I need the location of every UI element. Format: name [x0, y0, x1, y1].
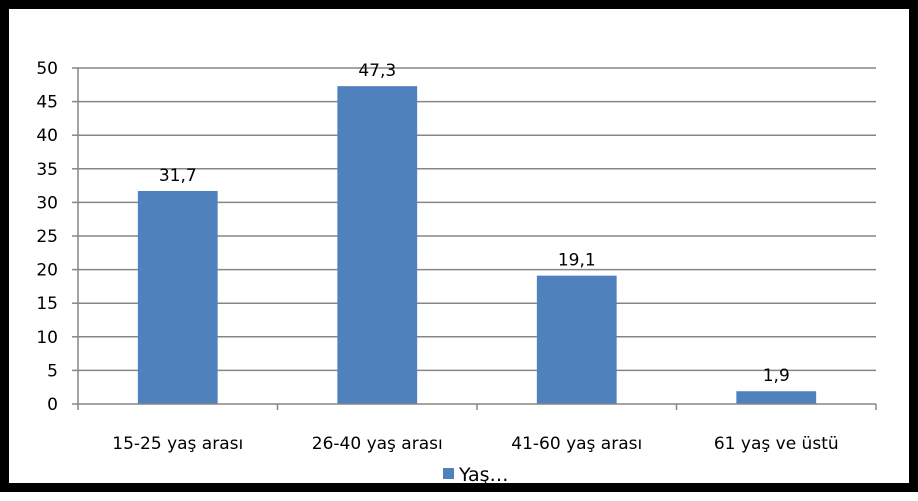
bar	[137, 190, 218, 404]
bar	[337, 86, 418, 405]
y-tick-label: 40	[36, 126, 58, 146]
y-tick-label: 35	[36, 160, 58, 180]
data-labels: 31,7 47,3 19,1 1,9	[159, 61, 790, 386]
bar	[736, 391, 817, 404]
y-tick-label: 10	[36, 328, 58, 348]
data-label: 31,7	[159, 166, 197, 186]
y-tick-label: 5	[47, 361, 58, 381]
bar	[536, 275, 617, 404]
x-category-label: 26-40 yaş arası	[312, 434, 443, 454]
bar-chart: 0 5 10 15 20 25 30 35 40 45 50 15-25 yaş arası 26-4…	[36, 59, 877, 486]
y-tick-labels: 0 5 10 15 20 25 30 35 40 45 50	[36, 59, 58, 415]
y-tick-label: 50	[36, 59, 58, 79]
data-label: 1,9	[763, 366, 790, 386]
y-tick-label: 0	[47, 395, 58, 415]
bars	[137, 86, 817, 405]
x-category-label: 15-25 yaş arası	[112, 434, 243, 454]
y-tick-label: 15	[36, 294, 58, 314]
y-tick-label: 30	[36, 193, 58, 213]
legend-label: Yaş…	[458, 464, 509, 486]
x-category-labels: 15-25 yaş arası 26-40 yaş arası 41-60 yaş …	[112, 434, 838, 454]
legend: Yaş…	[443, 464, 509, 486]
y-tick-label: 20	[36, 261, 58, 281]
legend-swatch	[443, 468, 454, 479]
x-category-label: 61 yaş ve üstü	[714, 434, 839, 454]
y-tick-label: 45	[36, 93, 58, 113]
data-label: 47,3	[358, 61, 396, 81]
y-tick-label: 25	[36, 227, 58, 247]
data-label: 19,1	[558, 251, 596, 271]
x-category-label: 41-60 yaş arası	[511, 434, 642, 454]
axes	[72, 67, 877, 410]
